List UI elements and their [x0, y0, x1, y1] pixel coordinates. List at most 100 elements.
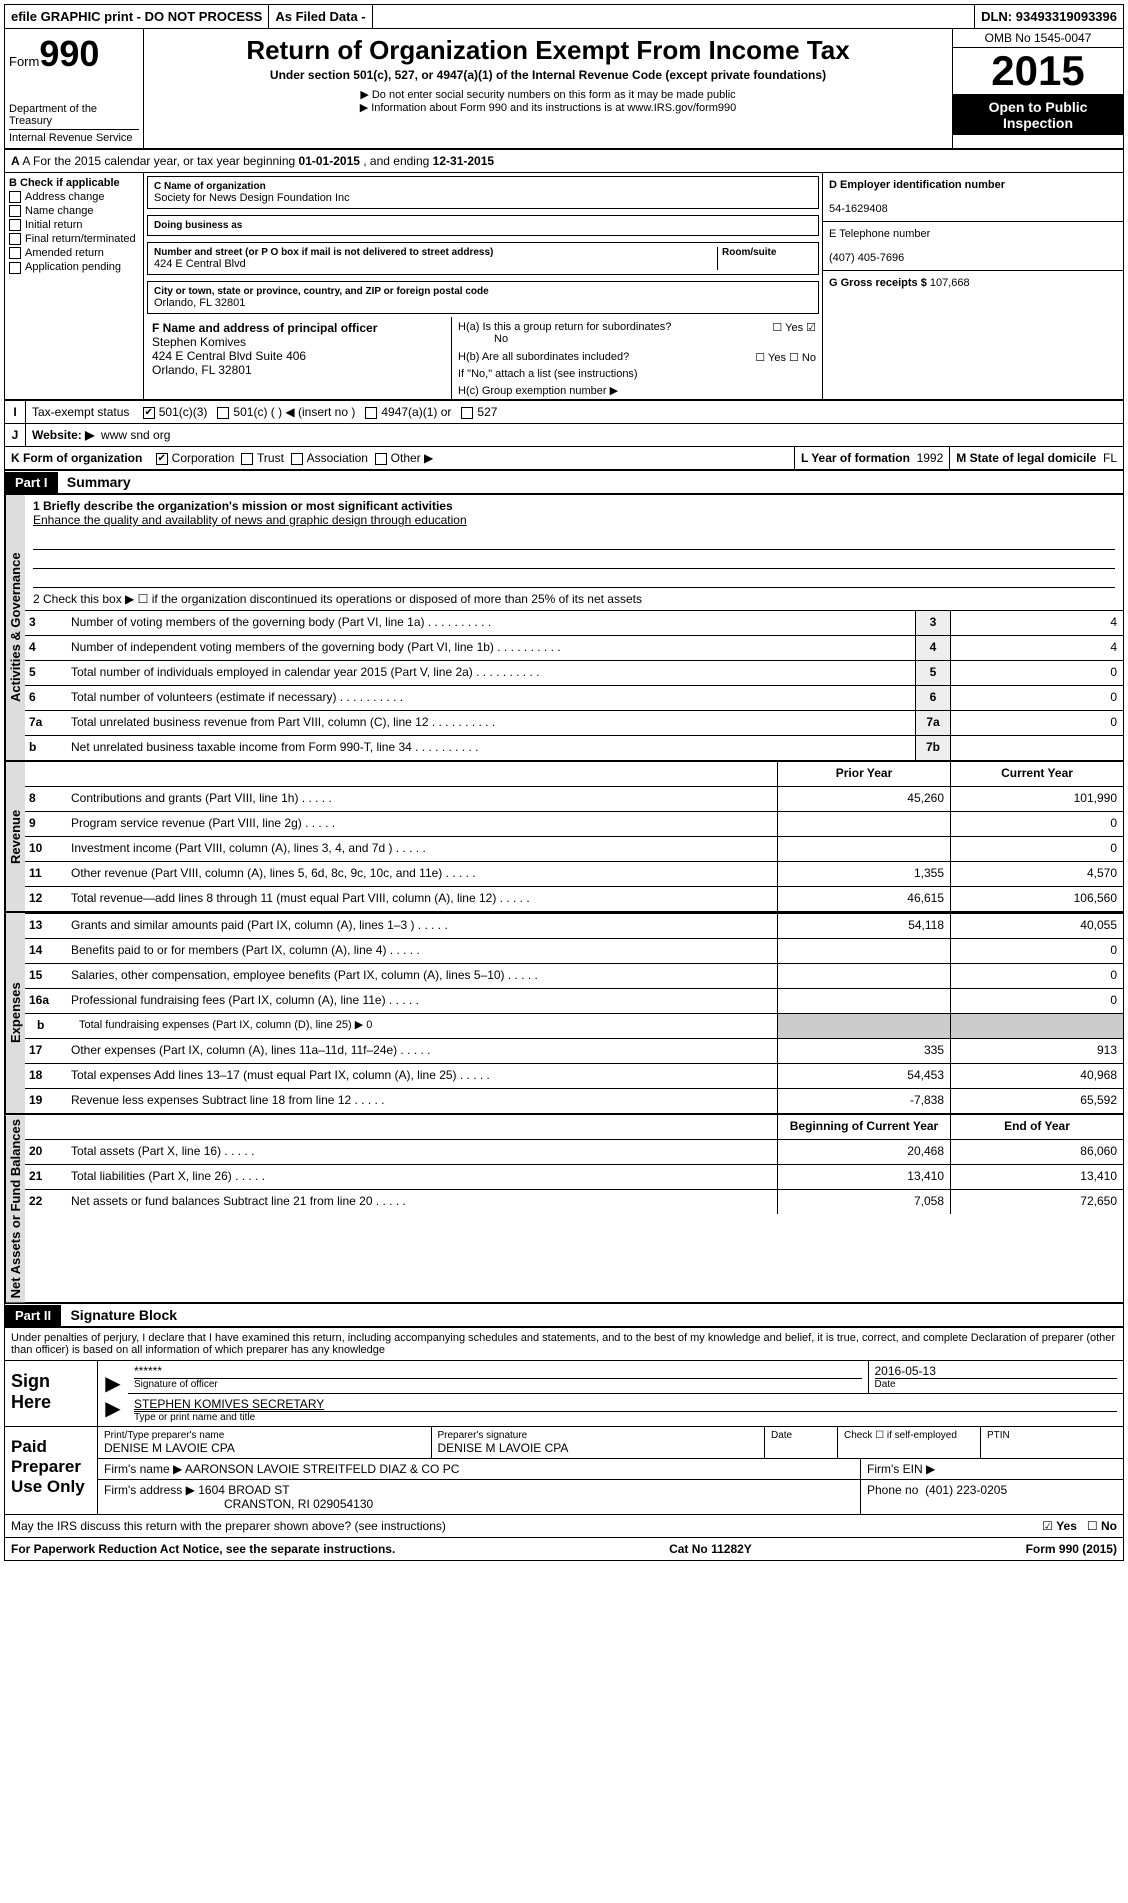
officer-name: Stephen Komives: [152, 335, 246, 349]
section-b-title: B Check if applicable: [9, 177, 120, 189]
phone-value: (407) 405-7696: [829, 252, 904, 264]
chk-application-pending[interactable]: Application pending: [9, 261, 139, 273]
year-formation-label: L Year of formation: [801, 451, 910, 465]
table-row: 7aTotal unrelated business revenue from …: [25, 710, 1123, 735]
preparer-sig-label: Preparer's signature: [438, 1430, 759, 1441]
sign-arrow-icon: ▶▶: [98, 1361, 128, 1426]
chk-527[interactable]: 527: [461, 405, 497, 419]
officer-name-label: Type or print name and title: [134, 1411, 1117, 1423]
org-name-label: C Name of organization: [154, 181, 812, 192]
gross-receipts-label: G Gross receipts $: [829, 277, 927, 289]
firm-phone-label: Phone no: [867, 1483, 918, 1497]
table-row: 15Salaries, other compensation, employee…: [25, 963, 1123, 988]
part-i-title: Summary: [61, 471, 137, 493]
q2-checkbox-line: 2 Check this box ▶ ☐ if the organization…: [25, 588, 1123, 610]
officer-signature: ******: [134, 1364, 162, 1378]
section-b-checkboxes: B Check if applicable Address change Nam…: [5, 173, 144, 399]
table-row: 20Total assets (Part X, line 16) . . . .…: [25, 1139, 1123, 1164]
gross-receipts-value: 107,668: [930, 277, 970, 289]
header-left: Form990 Department of the Treasury Inter…: [5, 29, 144, 148]
officer-label: F Name and address of principal officer: [152, 321, 377, 335]
form-subtitle-1: Under section 501(c), 527, or 4947(a)(1)…: [152, 68, 944, 82]
paid-preparer-label: Paid Preparer Use Only: [5, 1427, 98, 1514]
section-e-phone: E Telephone number (407) 405-7696: [823, 222, 1123, 271]
chk-name-change[interactable]: Name change: [9, 205, 139, 217]
table-row: 12Total revenue—add lines 8 through 11 (…: [25, 886, 1123, 911]
part-ii-title: Signature Block: [64, 1304, 183, 1326]
dept-treasury: Department of the Treasury: [9, 103, 139, 127]
table-row: bTotal fundraising expenses (Part IX, co…: [25, 1013, 1123, 1038]
h-c-label: H(c) Group exemption number ▶: [452, 382, 822, 399]
street-value: 424 E Central Blvd: [154, 258, 246, 270]
vtab-governance: Activities & Governance: [5, 495, 25, 760]
table-row: 21Total liabilities (Part X, line 26) . …: [25, 1164, 1123, 1189]
chk-association[interactable]: Association: [291, 451, 368, 465]
h-a-question: H(a) Is this a group return for subordin…: [458, 321, 671, 333]
table-row: 19Revenue less expenses Subtract line 18…: [25, 1088, 1123, 1113]
table-row: 4Number of independent voting members of…: [25, 635, 1123, 660]
row-a-tax-year: A A For the 2015 calendar year, or tax y…: [5, 150, 1123, 173]
col-prior-year: Prior Year: [777, 762, 950, 786]
h-b-yes-no[interactable]: ☐ Yes ☐ No: [755, 351, 816, 364]
self-employed-check[interactable]: Check ☐ if self-employed: [838, 1427, 981, 1458]
chk-address-change[interactable]: Address change: [9, 191, 139, 203]
table-row: bNet unrelated business taxable income f…: [25, 735, 1123, 760]
chk-501c[interactable]: 501(c) ( ) ◀ (insert no ): [217, 405, 355, 419]
domicile-value: FL: [1103, 451, 1117, 465]
ptin-label: PTIN: [987, 1430, 1117, 1441]
table-row: 22Net assets or fund balances Subtract l…: [25, 1189, 1123, 1214]
domicile-label: M State of legal domicile: [956, 451, 1096, 465]
part-i-tag: Part I: [5, 472, 58, 493]
discuss-question: May the IRS discuss this return with the…: [11, 1519, 1042, 1533]
firm-addr-label: Firm's address ▶: [104, 1483, 195, 1497]
footer-cat-no: Cat No 11282Y: [669, 1542, 752, 1556]
chk-final-return[interactable]: Final return/terminated: [9, 233, 139, 245]
table-row: 5Total number of individuals employed in…: [25, 660, 1123, 685]
officer-addr1: 424 E Central Blvd Suite 406: [152, 349, 306, 363]
form-subtitle-3: ▶ Information about Form 990 and its ins…: [152, 101, 944, 114]
table-row: 14Benefits paid to or for members (Part …: [25, 938, 1123, 963]
form-title: Return of Organization Exempt From Incom…: [152, 35, 944, 66]
h-a-yes-no[interactable]: ☐ Yes ☑: [772, 321, 816, 345]
chk-corporation[interactable]: Corporation: [156, 451, 235, 465]
row-k-org-form: K Form of organization Corporation Trust…: [5, 447, 1123, 471]
officer-name-printed: STEPHEN KOMIVES SECRETARY: [134, 1397, 324, 1411]
table-row: 17Other expenses (Part IX, column (A), l…: [25, 1038, 1123, 1063]
preparer-signature: DENISE M LAVOIE CPA: [438, 1441, 569, 1455]
sign-here-label: Sign Here: [5, 1361, 98, 1426]
chk-other[interactable]: Other ▶: [375, 451, 434, 465]
dba-box: Doing business as: [147, 215, 819, 236]
section-revenue: Revenue Prior Year Current Year 8Contrib…: [5, 762, 1123, 913]
firm-name-label: Firm's name ▶: [104, 1462, 182, 1476]
vtab-expenses: Expenses: [5, 913, 25, 1113]
section-f-officer: F Name and address of principal officer …: [144, 317, 451, 399]
city-label: City or town, state or province, country…: [154, 286, 812, 297]
website-value: www snd org: [101, 428, 170, 442]
h-b-question: H(b) Are all subordinates included?: [458, 351, 755, 364]
tax-status-label: Tax-exempt status: [32, 405, 129, 419]
chk-4947[interactable]: 4947(a)(1) or: [365, 405, 451, 419]
chk-initial-return[interactable]: Initial return: [9, 219, 139, 231]
website-label: Website: ▶: [32, 428, 94, 442]
street-box: Number and street (or P O box if mail is…: [147, 242, 819, 275]
table-row: 16aProfessional fundraising fees (Part I…: [25, 988, 1123, 1013]
dba-label: Doing business as: [154, 220, 812, 231]
firm-phone: (401) 223-0205: [925, 1483, 1007, 1497]
section-governance: Activities & Governance 1 Briefly descri…: [5, 495, 1123, 762]
header-mid: Return of Organization Exempt From Incom…: [144, 29, 952, 148]
discuss-yes-no[interactable]: ☑ Yes ☐ No: [1042, 1519, 1117, 1533]
col-begin-year: Beginning of Current Year: [777, 1115, 950, 1139]
col-end-year: End of Year: [950, 1115, 1123, 1139]
footer-right: Form 990 (2015): [1026, 1542, 1117, 1556]
section-g-receipts: G Gross receipts $ 107,668: [823, 271, 1123, 295]
q1-label: 1 Briefly describe the organization's mi…: [33, 499, 453, 513]
chk-amended-return[interactable]: Amended return: [9, 247, 139, 259]
firm-name: AARONSON LAVOIE STREITFELD DIAZ & CO PC: [185, 1462, 460, 1476]
city-box: City or town, state or province, country…: [147, 281, 819, 314]
top-row: efile GRAPHIC print - DO NOT PROCESS As …: [5, 5, 1123, 29]
q1-value: Enhance the quality and availablity of n…: [33, 513, 467, 527]
discuss-row: May the IRS discuss this return with the…: [5, 1514, 1123, 1537]
chk-trust[interactable]: Trust: [241, 451, 284, 465]
chk-501c3[interactable]: 501(c)(3): [143, 405, 208, 419]
year-formation-value: 1992: [917, 451, 944, 465]
